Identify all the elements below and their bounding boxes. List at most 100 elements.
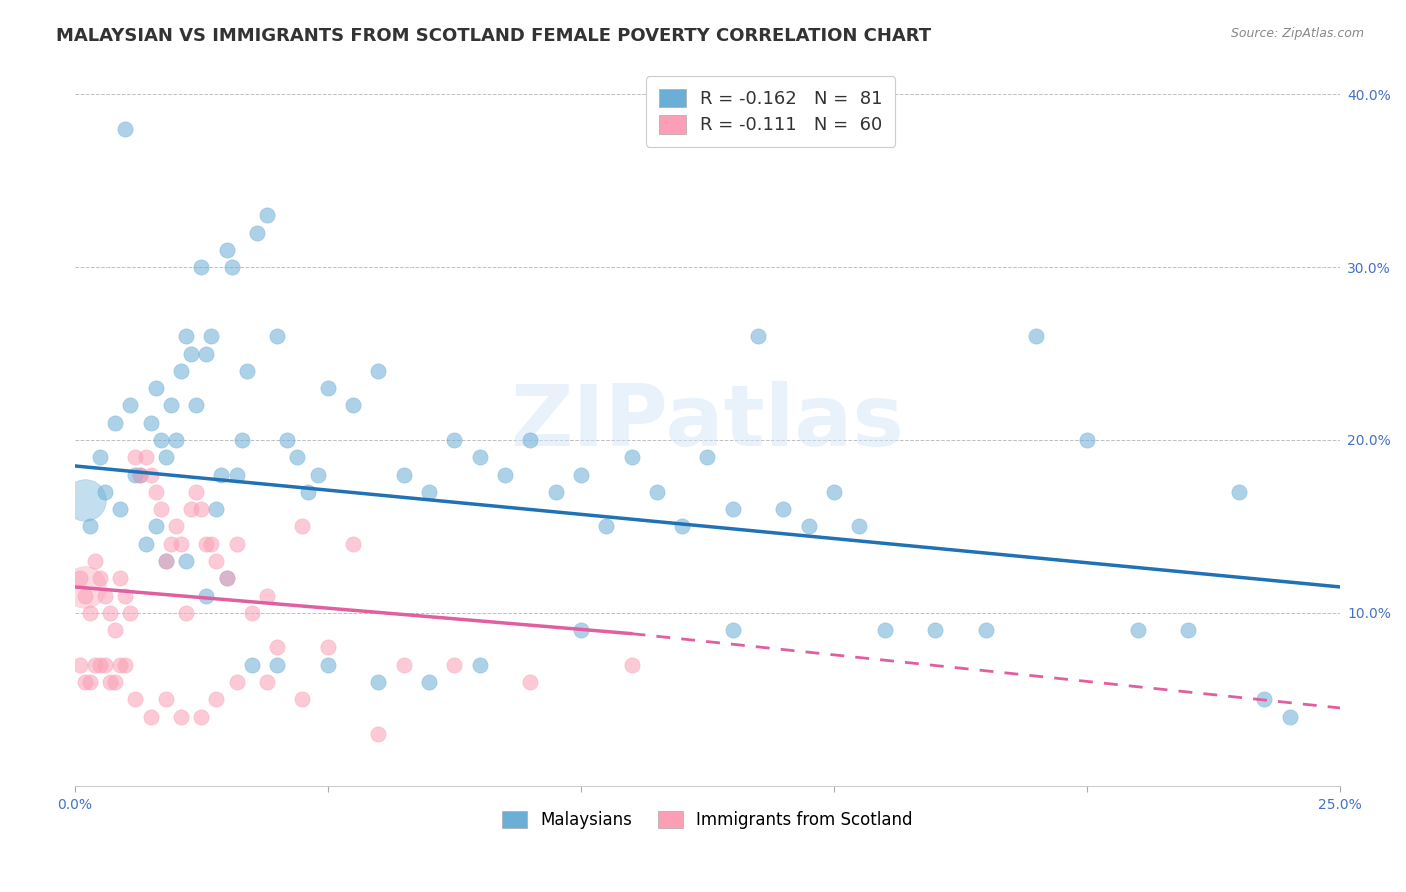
Text: MALAYSIAN VS IMMIGRANTS FROM SCOTLAND FEMALE POVERTY CORRELATION CHART: MALAYSIAN VS IMMIGRANTS FROM SCOTLAND FE… [56, 27, 931, 45]
Point [569, 623, 592, 637]
Point [645, 484, 668, 499]
Point [287, 450, 309, 465]
Point [205, 692, 228, 706]
Point [696, 450, 718, 465]
Point [104, 623, 127, 637]
Point [291, 519, 314, 533]
Point [443, 433, 465, 447]
Point [494, 467, 516, 482]
Point [114, 657, 136, 672]
Point [266, 640, 288, 655]
Point [149, 433, 172, 447]
Point [620, 657, 643, 672]
Point [170, 537, 193, 551]
Point [595, 519, 617, 533]
Point [200, 537, 222, 551]
Point [104, 675, 127, 690]
Point [165, 433, 187, 447]
Point [1227, 484, 1250, 499]
Point [195, 537, 218, 551]
Point [443, 657, 465, 672]
Point [215, 571, 238, 585]
Point [114, 121, 136, 136]
Point [89, 657, 111, 672]
Point [139, 467, 162, 482]
Point [145, 484, 167, 499]
Point [190, 260, 212, 274]
Point [104, 416, 127, 430]
Point [873, 623, 896, 637]
Point [367, 364, 389, 378]
Point [316, 381, 339, 395]
Point [367, 727, 389, 741]
Point [367, 675, 389, 690]
Point [205, 554, 228, 568]
Legend: Malaysians, Immigrants from Scotland: Malaysians, Immigrants from Scotland [496, 804, 920, 836]
Point [519, 433, 541, 447]
Point [174, 554, 197, 568]
Point [170, 364, 193, 378]
Point [256, 208, 278, 222]
Point [721, 502, 744, 516]
Point [73, 493, 96, 508]
Point [139, 709, 162, 723]
Point [79, 519, 101, 533]
Point [145, 381, 167, 395]
Point [110, 502, 132, 516]
Point [342, 537, 364, 551]
Point [205, 502, 228, 516]
Point [124, 692, 146, 706]
Point [155, 692, 177, 706]
Point [342, 398, 364, 412]
Point [155, 554, 177, 568]
Point [544, 484, 567, 499]
Text: ZIPatlas: ZIPatlas [510, 381, 904, 464]
Point [69, 657, 91, 672]
Point [1278, 709, 1301, 723]
Point [124, 450, 146, 465]
Point [186, 484, 208, 499]
Point [129, 467, 152, 482]
Point [145, 519, 167, 533]
Point [98, 675, 121, 690]
Point [73, 580, 96, 594]
Point [823, 484, 845, 499]
Point [307, 467, 329, 482]
Point [94, 657, 117, 672]
Point [94, 484, 117, 499]
Point [974, 623, 997, 637]
Point [129, 467, 152, 482]
Point [620, 450, 643, 465]
Point [418, 484, 440, 499]
Point [225, 537, 247, 551]
Point [256, 675, 278, 690]
Point [519, 675, 541, 690]
Point [240, 657, 263, 672]
Point [195, 346, 218, 360]
Point [221, 260, 243, 274]
Point [569, 467, 592, 482]
Point [89, 450, 111, 465]
Point [200, 329, 222, 343]
Point [1253, 692, 1275, 706]
Point [418, 675, 440, 690]
Point [671, 519, 693, 533]
Point [79, 675, 101, 690]
Point [174, 606, 197, 620]
Point [215, 243, 238, 257]
Point [246, 226, 269, 240]
Point [160, 398, 183, 412]
Point [211, 467, 233, 482]
Point [276, 433, 298, 447]
Point [848, 519, 870, 533]
Point [79, 606, 101, 620]
Point [155, 554, 177, 568]
Point [190, 709, 212, 723]
Point [256, 589, 278, 603]
Point [180, 502, 202, 516]
Point [1177, 623, 1199, 637]
Point [1025, 329, 1047, 343]
Point [160, 537, 183, 551]
Point [924, 623, 946, 637]
Point [114, 589, 136, 603]
